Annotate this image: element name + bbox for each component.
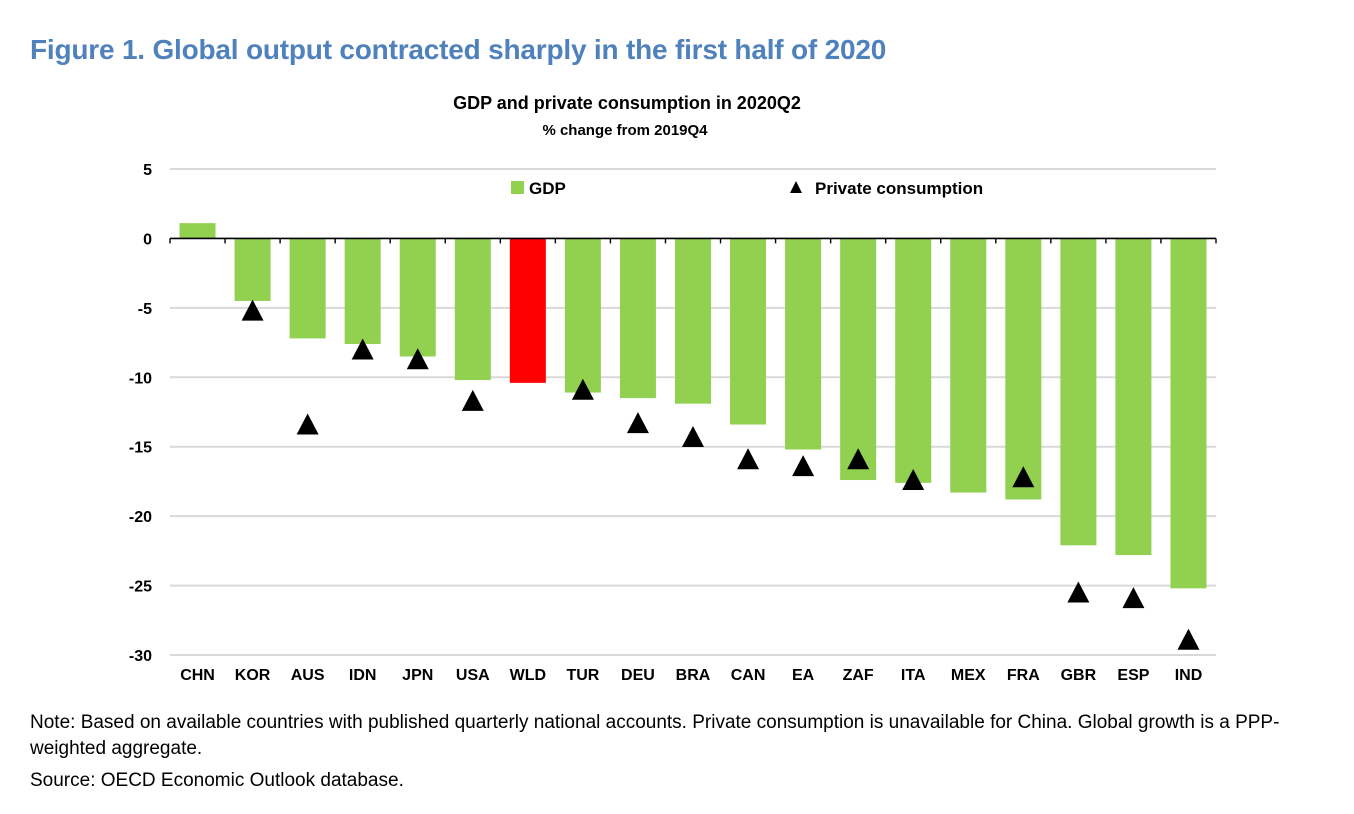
x-tick-label: USA	[456, 667, 490, 684]
zero-axis	[169, 237, 1217, 244]
gdp-bar-ind	[1170, 238, 1207, 589]
x-tick-label: GBR	[1061, 667, 1097, 684]
x-tick-label: IND	[1175, 667, 1203, 684]
x-tick-label: IDN	[349, 667, 377, 684]
gdp-bar-ita	[895, 238, 932, 483]
gdp-bar-fra	[1005, 238, 1042, 500]
legend-consumption-marker	[790, 181, 802, 193]
y-tick-label: 0	[143, 231, 152, 248]
x-tick-label: EA	[792, 667, 815, 684]
gdp-bar-usa	[454, 238, 491, 381]
gdp-bar-gbr	[1060, 238, 1097, 546]
chart-subtitle: % change from 2019Q4	[542, 122, 708, 139]
x-tick-label: MEX	[951, 667, 986, 684]
gdp-bar-esp	[1115, 238, 1152, 556]
consumption-markers	[241, 299, 1200, 650]
consumption-marker-zaf	[847, 448, 870, 470]
gdp-bar-zaf	[840, 238, 877, 481]
consumption-marker-usa	[461, 389, 484, 411]
consumption-marker-kor	[241, 299, 264, 321]
gdp-bar-ea	[785, 238, 822, 450]
x-tick-label: JPN	[402, 667, 433, 684]
legend-gdp-swatch	[511, 181, 524, 194]
legend: GDP Private consumption	[511, 179, 983, 198]
gdp-bar-mex	[950, 238, 987, 493]
chart: GDP and private consumption in 2020Q2 % …	[129, 93, 1217, 684]
y-axis-ticks: 5 0 -5 -10 -15 -20 -25 -30	[129, 162, 152, 665]
consumption-marker-gbr	[1067, 581, 1090, 603]
x-tick-label: ZAF	[843, 667, 874, 684]
chart-title: GDP and private consumption in 2020Q2	[453, 93, 801, 113]
figure-source: Source: OECD Economic Outlook database.	[30, 770, 404, 791]
gdp-bar-deu	[619, 238, 656, 399]
consumption-marker-idn	[351, 338, 374, 360]
gdp-bars	[179, 223, 1207, 589]
figure-note: Note: Based on available countries with …	[30, 712, 1280, 759]
y-tick-label: -25	[129, 579, 152, 596]
x-tick-label: FRA	[1007, 667, 1040, 684]
x-tick-label: TUR	[566, 667, 599, 684]
y-tick-label: -30	[129, 648, 152, 665]
consumption-marker-aus	[296, 413, 319, 435]
consumption-marker-ita	[902, 469, 925, 491]
consumption-marker-bra	[682, 425, 704, 447]
x-tick-label: KOR	[235, 667, 271, 684]
x-tick-label: ESP	[1117, 667, 1149, 684]
x-tick-label: BRA	[676, 667, 711, 684]
consumption-marker-ind	[1177, 628, 1200, 650]
gdp-bar-jpn	[399, 238, 436, 357]
gdp-bar-bra	[675, 238, 711, 404]
x-tick-label: AUS	[291, 667, 325, 684]
consumption-marker-fra	[1012, 466, 1035, 488]
consumption-marker-tur	[571, 378, 594, 400]
legend-gdp-label: GDP	[529, 179, 566, 198]
consumption-marker-deu	[626, 412, 649, 434]
x-tick-label: CAN	[731, 667, 766, 684]
consumption-marker-ea	[792, 455, 815, 477]
y-tick-label: 5	[143, 162, 152, 179]
y-tick-label: -5	[138, 301, 152, 318]
y-tick-label: -20	[129, 509, 152, 526]
x-tick-label: ITA	[901, 667, 926, 684]
gdp-bar-idn	[344, 238, 381, 344]
x-tick-label: DEU	[621, 667, 655, 684]
x-tick-label: CHN	[180, 667, 215, 684]
gdp-bar-kor	[234, 238, 271, 301]
legend-consumption-label: Private consumption	[815, 179, 983, 198]
figure-title: Figure 1. Global output contracted sharp…	[30, 34, 887, 65]
consumption-marker-jpn	[406, 348, 429, 370]
x-tick-label: WLD	[510, 667, 546, 684]
gdp-bar-chn	[179, 223, 216, 239]
gdp-bar-can	[730, 238, 767, 425]
y-tick-label: -15	[129, 440, 152, 457]
y-tick-label: -10	[129, 370, 152, 387]
gdp-bar-tur	[564, 238, 601, 393]
gdp-bar-aus	[289, 238, 326, 339]
x-axis-ticks: CHN KOR AUS IDN JPN USA WLD TUR DEU BRA CAN EA ZAF IT…	[180, 667, 1202, 684]
gdp-bar-wld	[509, 238, 546, 383]
consumption-marker-can	[737, 448, 760, 470]
consumption-marker-esp	[1122, 587, 1145, 609]
